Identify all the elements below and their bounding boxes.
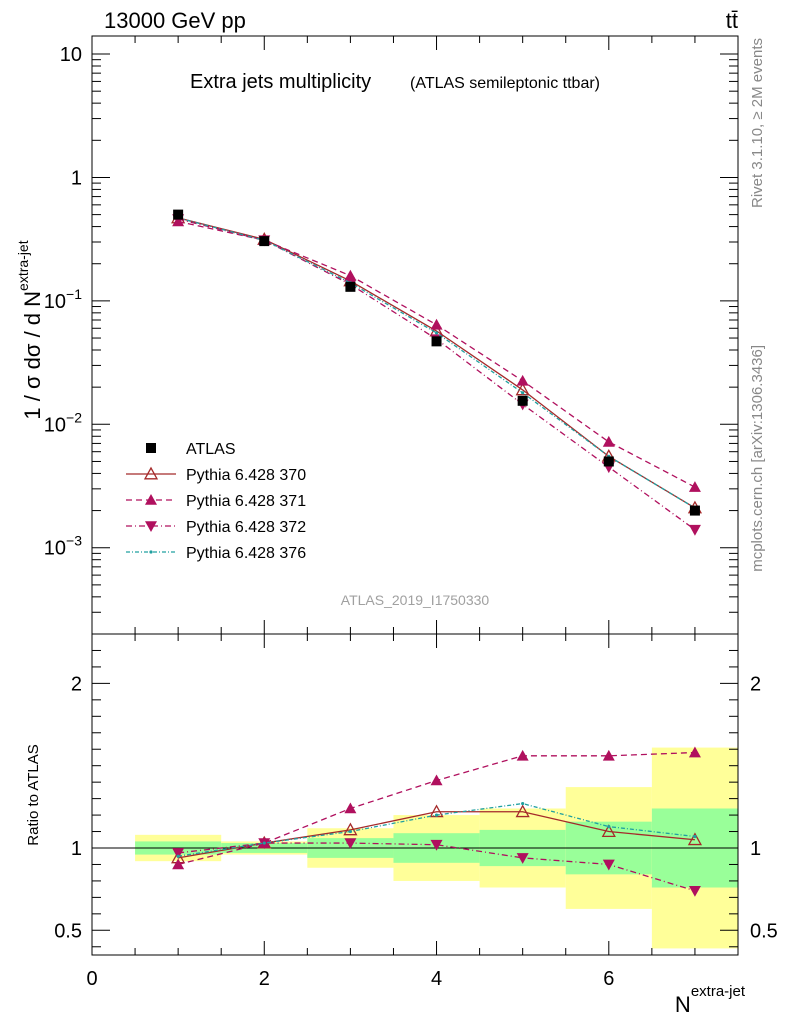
legend: ATLAS Pythia 6.428 370 Pythia 6.428 371 Pyt…	[126, 441, 306, 562]
marker-dot	[521, 391, 525, 395]
y-tick-label: 1	[71, 167, 82, 189]
x-axis-label: Nextra-jet	[675, 983, 746, 1017]
series-line-main	[177, 217, 696, 509]
marker-dot	[693, 834, 697, 839]
y-tick-label: 10−1	[44, 286, 82, 313]
legend-label: Pythia 6.428 376	[186, 545, 306, 562]
ratio-y-tick-label-left: 0.5	[54, 920, 82, 942]
x-tick-label: 4	[431, 968, 442, 990]
marker-triangle-up	[344, 269, 357, 281]
marker-triangle-up	[145, 494, 157, 505]
y-axis-label: 1 / σ dσ / d Nextra-jet	[15, 240, 45, 419]
marker-dot	[521, 801, 525, 806]
y-tick-label: 10−3	[44, 533, 82, 560]
marker-triangle-up	[602, 435, 615, 447]
ratio-y-tick-label-left: 2	[71, 673, 82, 695]
ratio-y-axis-label: Ratio to ATLAS	[25, 744, 42, 845]
marker-triangle-up	[516, 374, 529, 386]
marker-triangle-up	[344, 802, 357, 814]
legend-entry: Pythia 6.428 376	[126, 545, 306, 562]
data-point	[689, 505, 700, 516]
marker-triangle-open	[143, 466, 159, 480]
marker-dot	[176, 854, 180, 858]
legend-label: Pythia 6.428 370	[186, 467, 306, 484]
ratio-y-tick-label-right: 1	[750, 838, 761, 860]
data-point	[259, 236, 270, 247]
marker-triangle-open	[515, 804, 530, 818]
marker-triangle-down	[688, 524, 701, 536]
marker-triangle-up	[516, 749, 529, 761]
series-line-main	[177, 220, 696, 488]
legend-label: Pythia 6.428 372	[186, 519, 306, 536]
data-point	[517, 395, 528, 406]
mcplots-label: mcplots.cern.ch [arXiv:1306.3436]	[749, 345, 766, 572]
marker-triangle-open	[343, 822, 358, 836]
legend-entry: Pythia 6.428 371	[126, 493, 306, 510]
marker-triangle-up	[688, 746, 701, 758]
legend-entry: ATLAS	[146, 441, 236, 458]
marker-triangle-open	[601, 824, 616, 837]
data-point	[431, 336, 442, 347]
marker-triangle-up	[172, 858, 185, 870]
rivet-label: Rivet 3.1.10, ≥ 2M events	[749, 38, 766, 208]
legend-label: ATLAS	[186, 441, 236, 458]
y-tick-label: 10−2	[44, 409, 82, 436]
legend-entry: Pythia 6.428 370	[126, 466, 306, 484]
x-tick-label: 6	[603, 968, 614, 990]
marker-triangle-down	[516, 853, 529, 864]
legend-label: Pythia 6.428 371	[186, 493, 306, 510]
chart-title: Extra jets multiplicity	[190, 71, 371, 93]
analysis-label: ATLAS_2019_I1750330	[341, 592, 490, 608]
marker-triangle-up	[688, 481, 701, 492]
marker-triangle-down	[344, 838, 357, 850]
series-4	[176, 216, 697, 858]
marker-triangle-up	[430, 318, 443, 330]
x-axis-label-sup: extra-jet	[691, 983, 746, 1000]
marker-triangle-open	[687, 832, 703, 846]
marker-triangle-down	[145, 521, 157, 532]
marker-triangle-down	[688, 886, 701, 897]
x-tick-label: 0	[86, 968, 97, 990]
ratio-y-tick-label-right: 2	[750, 673, 761, 695]
data-point	[345, 281, 356, 292]
data-point	[173, 209, 184, 220]
marker-dot	[149, 550, 153, 554]
marker-triangle-down	[430, 839, 443, 851]
series-line-main	[177, 217, 696, 509]
ratio-y-tick-label-left: 1	[71, 838, 82, 860]
marker-triangle-down	[602, 859, 615, 871]
series-1	[171, 210, 703, 864]
svg-text:1 / σ dσ / d Nextra-jet: 1 / σ dσ / d Nextra-jet	[15, 240, 45, 419]
ratio-panel-frame	[91, 633, 739, 956]
marker-triangle-open	[515, 382, 530, 396]
marker-triangle-down	[172, 848, 185, 859]
process-label: tt̄	[726, 8, 738, 33]
y-axis-label-main: 1 / σ dσ / d N	[20, 291, 45, 420]
energy-label: 13000 GeV pp	[104, 8, 246, 33]
marker-dot	[434, 813, 439, 817]
marker-dot	[434, 331, 439, 335]
chart-subtitle: (ATLAS semileptonic ttbar)	[410, 75, 600, 92]
x-tick-label: 2	[259, 968, 270, 990]
data-point	[603, 456, 614, 467]
marker-dot	[262, 841, 266, 845]
ratio-y-tick-label-right: 0.5	[750, 920, 778, 942]
marker-triangle-up	[430, 774, 443, 786]
marker-square	[146, 443, 156, 453]
marker-triangle-up	[602, 749, 615, 761]
x-axis-label-main: N	[675, 992, 691, 1017]
marker-dot	[348, 829, 352, 834]
legend-entry: Pythia 6.428 372	[126, 519, 306, 536]
y-axis-label-sup: extra-jet	[15, 240, 31, 291]
series-2	[172, 215, 701, 870]
marker-dot	[607, 825, 611, 829]
y-tick-label: 10	[60, 44, 82, 66]
